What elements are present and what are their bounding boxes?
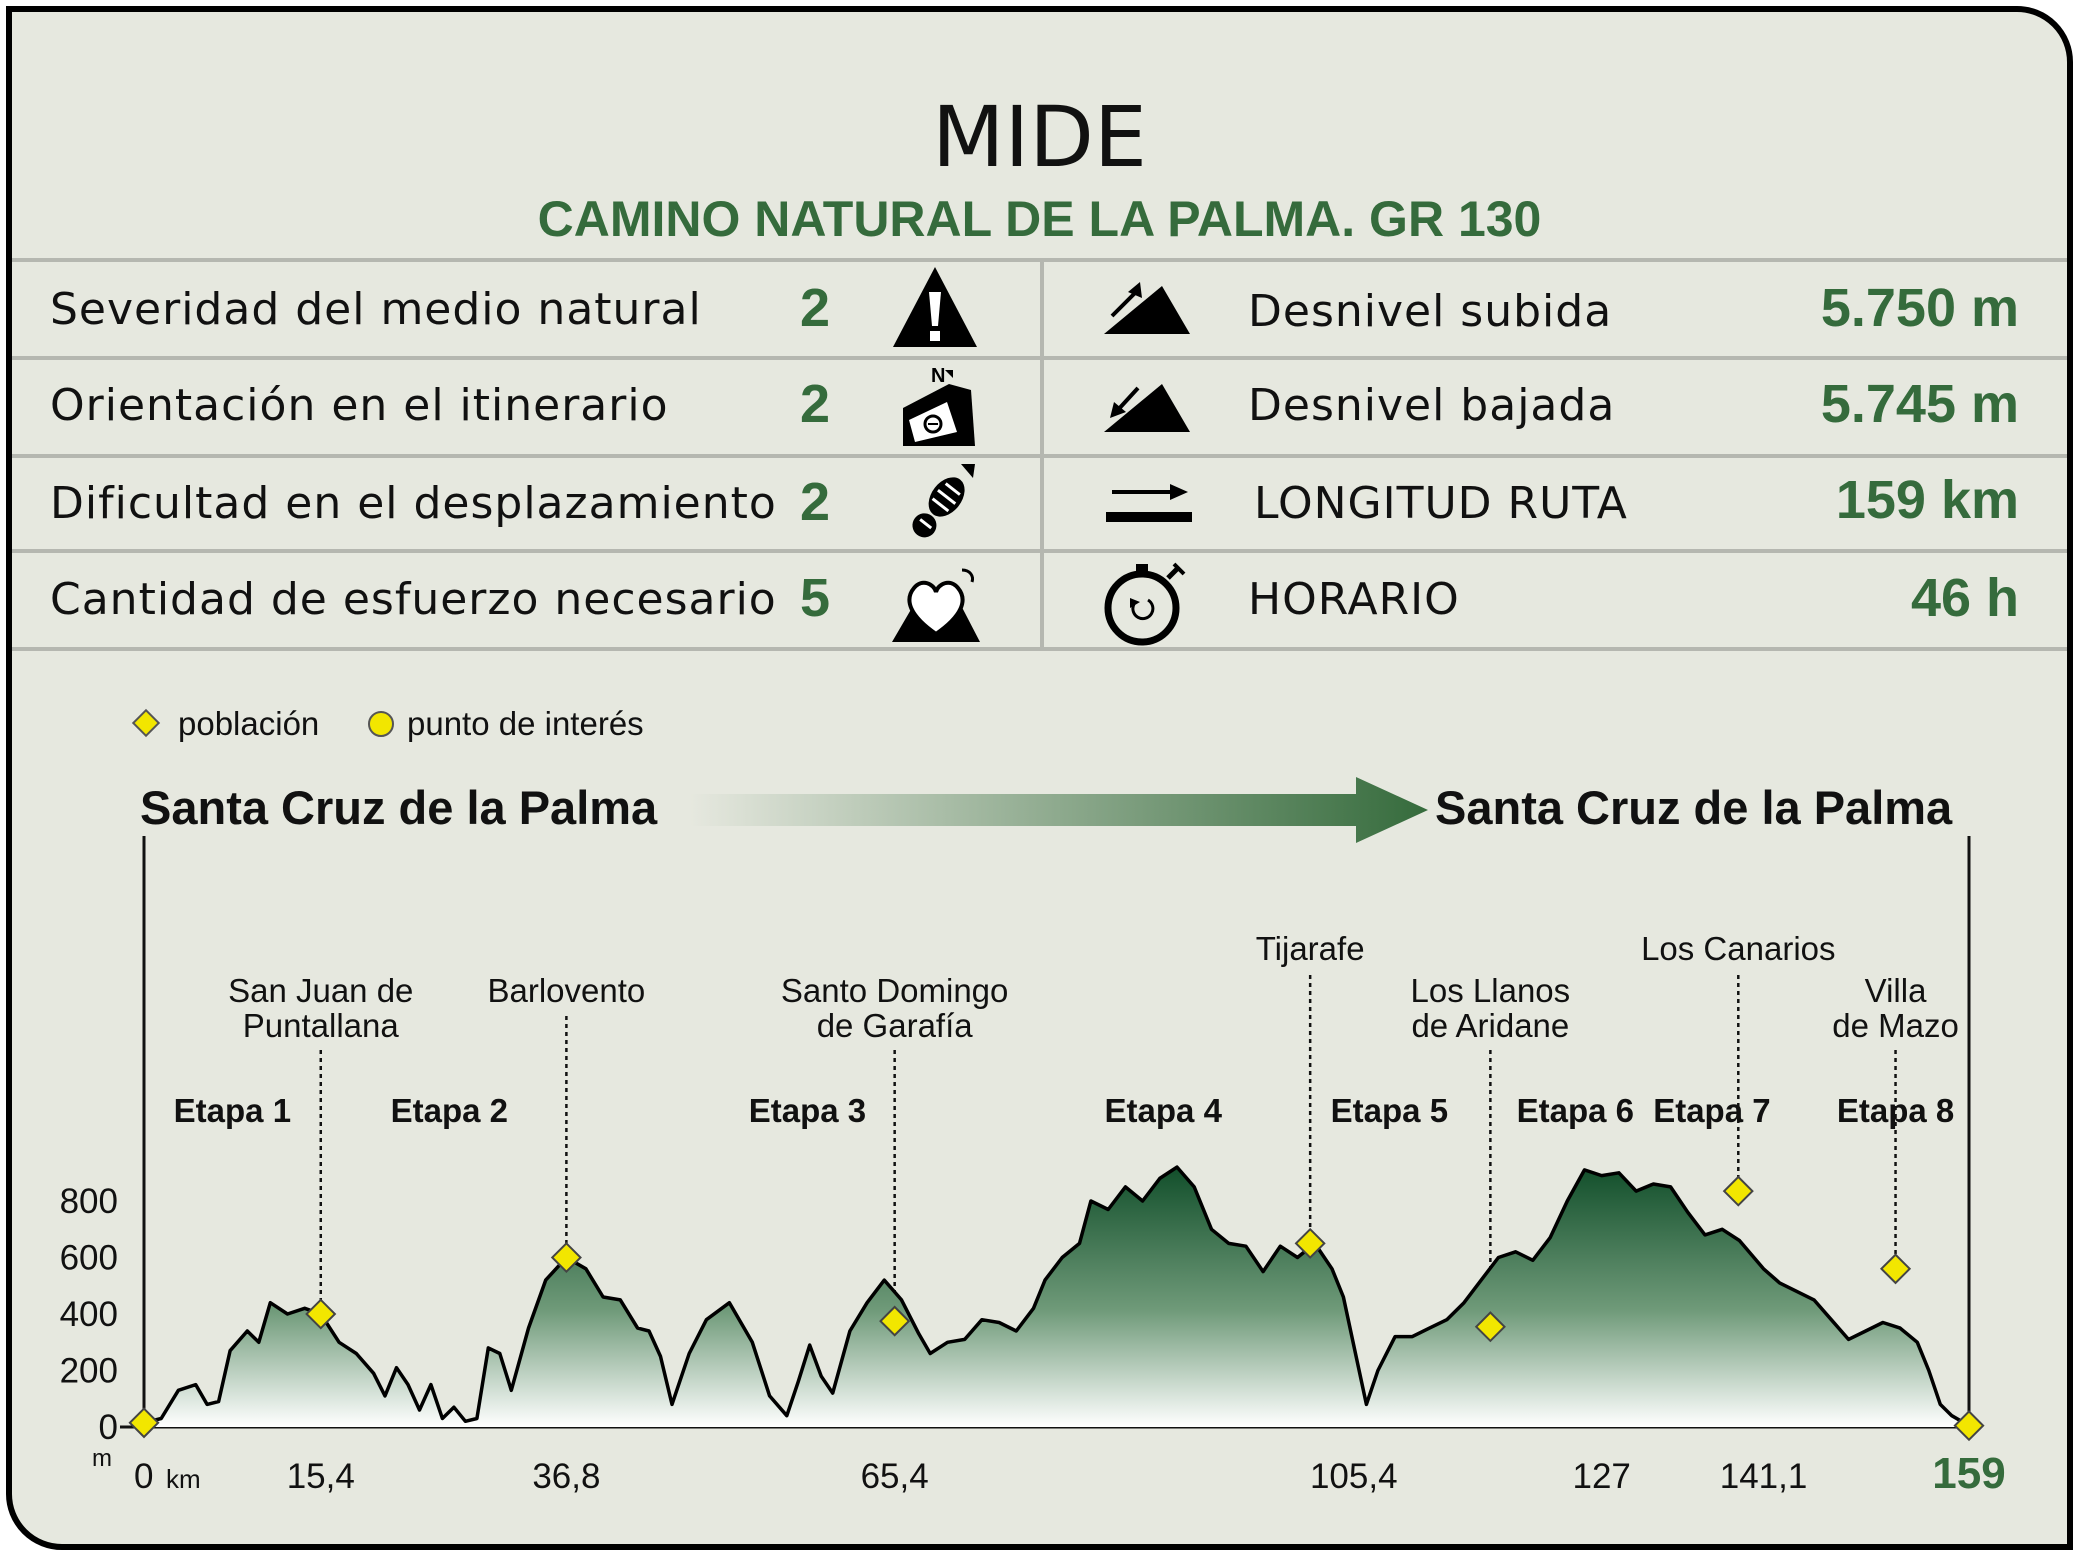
elevation-line <box>143 1165 1970 1428</box>
stat-value: 5.750 m <box>1820 278 2019 338</box>
heart-effort-icon <box>892 568 980 642</box>
stat-label: Desnivel bajada <box>1248 380 1616 431</box>
town-label: Los Llanos de Aridane <box>1411 972 1571 1044</box>
stage-label: Etapa 2 <box>391 1092 508 1129</box>
table-column-divider <box>1040 260 1044 650</box>
town-label: Barlovento <box>488 972 646 1009</box>
table-divider <box>12 549 2067 553</box>
stat-label: HORARIO <box>1248 574 1460 625</box>
stage-label: Etapa 5 <box>1331 1092 1448 1129</box>
stage-label: Etapa 1 <box>174 1092 291 1129</box>
chart-legend: población punto de interés <box>131 705 644 742</box>
table-divider <box>12 454 2067 458</box>
mide-row-value: 5 <box>800 568 831 628</box>
y-tick-label: 0 <box>99 1408 118 1447</box>
legend-label: población <box>178 705 319 742</box>
y-axis-unit: m <box>92 1445 112 1472</box>
stat-value: 46 h <box>1910 568 2019 628</box>
x-tick-label: 15,4 <box>287 1457 355 1496</box>
orientation-sign-icon: N <box>903 365 975 446</box>
town-marker <box>128 1407 160 1439</box>
stage-label: Etapa 7 <box>1653 1092 1770 1129</box>
x-axis-ticks: 0 15,4 36,8 65,4 105,4 127 141,1 159 km <box>134 1449 2006 1498</box>
town-label: Santo Domingo de Garafía <box>781 972 1008 1044</box>
town-marker <box>1722 1175 1754 1207</box>
distance-arrow-icon <box>1106 484 1192 522</box>
page-title: MIDE <box>931 88 1147 186</box>
town-label: San Juan de Puntallana <box>228 972 413 1044</box>
town-marker <box>1294 1227 1326 1259</box>
town-label: Villa de Mazo <box>1832 972 1959 1044</box>
stopwatch-icon <box>1104 562 1186 646</box>
town-marker <box>550 1241 582 1274</box>
start-location-label: Santa Cruz de la Palma <box>140 781 658 834</box>
y-tick-label: 800 <box>60 1182 118 1221</box>
mide-row-label: Cantidad de esfuerzo necesario <box>50 574 777 625</box>
stat-value: 5.745 m <box>1820 374 2019 434</box>
stage-label: Etapa 6 <box>1517 1092 1634 1129</box>
x-axis-unit: km <box>166 1464 201 1494</box>
stat-label: Desnivel subida <box>1248 286 1613 337</box>
mide-row-value: 2 <box>800 472 831 532</box>
y-tick-label: 400 <box>60 1295 118 1334</box>
mide-row-value: 2 <box>800 278 831 338</box>
elevation-area <box>144 1167 1969 1427</box>
town-labels: San Juan de Puntallana Barlovento Santo Dom… <box>228 930 1959 1044</box>
town-marker <box>1474 1311 1506 1343</box>
stat-value: 159 km <box>1835 470 2019 530</box>
town-marker <box>879 1305 911 1337</box>
table-divider <box>12 356 2067 360</box>
y-tick-label: 200 <box>60 1352 118 1391</box>
svg-text:N: N <box>931 365 945 387</box>
legend-label: punto de interés <box>407 705 644 742</box>
route-subtitle: CAMINO NATURAL DE LA PALMA. GR 130 <box>537 191 1542 247</box>
descent-slope-icon <box>1104 384 1190 432</box>
stage-label: Etapa 4 <box>1105 1092 1223 1129</box>
mide-row-label: Severidad del medio natural <box>50 284 702 335</box>
table-divider <box>12 647 2067 651</box>
mide-row-value: 2 <box>800 374 831 434</box>
x-tick-label: 141,1 <box>1720 1457 1808 1496</box>
mide-row-label: Orientación en el itinerario <box>50 380 669 431</box>
alert-triangle-icon <box>893 267 977 347</box>
direction-arrow <box>690 777 1428 843</box>
town-label: Tijarafe <box>1256 930 1365 967</box>
mide-row-label: Dificultad en el desplazamiento <box>50 478 777 529</box>
town-marker <box>1953 1410 1985 1442</box>
table-divider <box>12 258 2067 262</box>
legend-diamond-marker <box>131 708 161 738</box>
stage-labels: Etapa 1 Etapa 2 Etapa 3 Etapa 4 Etapa 5 Etapa… <box>174 1092 1955 1129</box>
town-leader-lines <box>319 975 1897 1313</box>
stage-label: Etapa 3 <box>749 1092 866 1129</box>
footprint-icon <box>912 464 975 538</box>
town-label: Los Canarios <box>1641 930 1835 967</box>
town-marker <box>1879 1253 1912 1285</box>
ascent-slope-icon <box>1104 282 1190 334</box>
x-tick-label: 0 <box>134 1457 153 1496</box>
stat-label: LONGITUD RUTA <box>1254 478 1628 529</box>
x-tick-label: 127 <box>1573 1457 1631 1496</box>
x-tick-label: 36,8 <box>532 1457 600 1496</box>
end-location-label: Santa Cruz de la Palma <box>1435 781 1953 834</box>
town-marker <box>305 1298 337 1330</box>
y-axis-ticks: 0 200 400 600 800 <box>60 1182 118 1447</box>
town-markers <box>128 1175 1985 1442</box>
x-tick-label: 105,4 <box>1310 1457 1398 1496</box>
legend-circle-marker <box>368 711 394 737</box>
x-tick-label: 159 <box>1932 1449 2005 1498</box>
x-tick-label: 65,4 <box>861 1457 929 1496</box>
y-tick-label: 600 <box>60 1239 118 1278</box>
